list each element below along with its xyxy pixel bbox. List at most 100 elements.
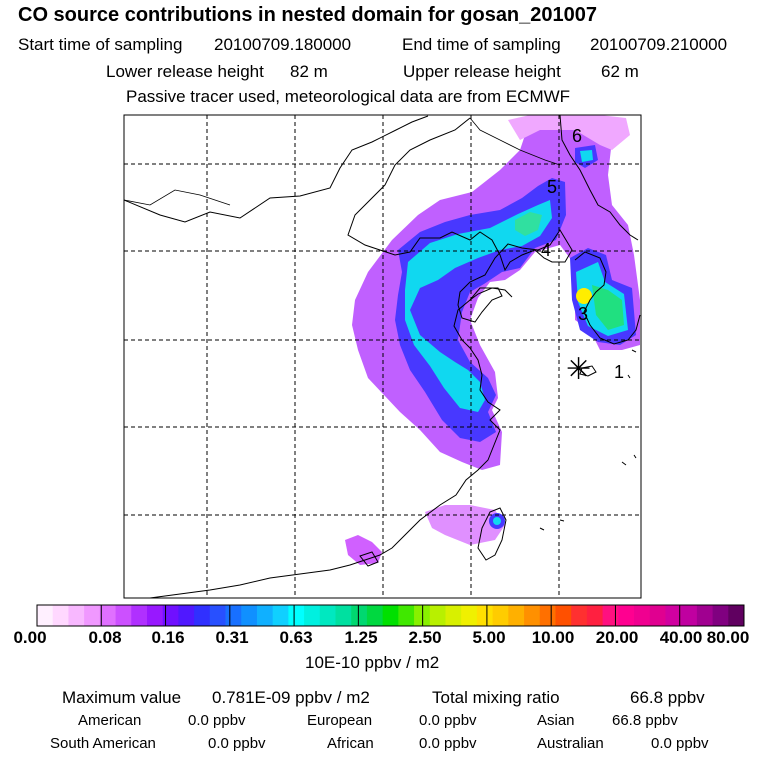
colorbar-tick-label: 0.00 xyxy=(13,628,47,647)
colorbar-tick-label: 5.00 xyxy=(472,628,506,647)
colorbar-tick-label: 0.16 xyxy=(151,628,185,647)
region-name-african: African xyxy=(327,735,374,752)
colorbar-swatch xyxy=(288,605,305,626)
colorbar-swatch xyxy=(272,605,289,626)
colorbar-tick-label: 2.50 xyxy=(408,628,442,647)
colorbar-units: 10E-10 ppbv / m2 xyxy=(305,653,440,672)
colorbar-swatch xyxy=(209,605,226,626)
tracer-note: Passive tracer used, meteorological data… xyxy=(126,87,571,106)
trajectory-marker-6: 6 xyxy=(572,126,582,146)
concentration-field xyxy=(124,115,641,598)
island-jeju xyxy=(579,365,597,377)
plume-taiwan-core xyxy=(493,517,501,525)
colorbar-swatch xyxy=(618,605,635,626)
region-name-american: American xyxy=(78,712,142,729)
colorbar-swatch xyxy=(366,605,384,626)
trajectory-marker-5: 5 xyxy=(547,177,557,197)
region-value-african: 0.0 ppbv xyxy=(419,735,477,752)
colorbar-swatch xyxy=(461,605,478,626)
colorbar-tick-label: 0.31 xyxy=(215,628,249,647)
colorbar-swatch xyxy=(382,605,399,626)
colorbar-swatch xyxy=(524,605,541,626)
region-value-south-american: 0.0 ppbv xyxy=(208,735,266,752)
receptor-star-icon: ✳ xyxy=(566,353,591,386)
colorbar-swatch xyxy=(68,605,85,626)
region-name-australian: Australian xyxy=(537,735,604,752)
colorbar-tick-label: 1.25 xyxy=(344,628,378,647)
colorbar-swatch xyxy=(602,605,619,626)
colorbar-swatch xyxy=(319,605,336,626)
colorbar-swatch xyxy=(351,605,368,626)
colorbar-swatch xyxy=(256,605,274,626)
map-gridlines xyxy=(124,115,641,598)
plume-halo-north xyxy=(508,115,630,150)
plume-north-tower-cyan xyxy=(580,150,593,162)
colorbar-swatch xyxy=(696,605,713,626)
colorbar-swatch xyxy=(84,605,101,626)
colorbar-swatch xyxy=(445,605,462,626)
end-time-value: 20100709.210000 xyxy=(590,35,728,54)
colorbar-swatch xyxy=(398,605,415,626)
colorbar-swatch xyxy=(178,605,195,626)
trajectory-marker-3: 3 xyxy=(578,304,588,324)
border-lines xyxy=(124,117,561,206)
region-value-australian: 0.0 ppbv xyxy=(651,735,709,752)
colorbar-swatch xyxy=(37,605,54,626)
plume-core-green xyxy=(515,212,542,236)
colorbar-swatch xyxy=(492,605,509,626)
region-name-south-american: South American xyxy=(50,735,156,752)
lower-release-value: 82 m xyxy=(290,62,328,81)
colorbar xyxy=(37,605,745,626)
coastline-korea xyxy=(559,115,641,345)
coastline-china xyxy=(124,115,573,598)
upper-release-value: 62 m xyxy=(601,62,639,81)
region-name-asian: Asian xyxy=(537,712,575,729)
island-hainan xyxy=(359,551,379,567)
colorbar-swatch xyxy=(681,605,698,626)
colorbar-swatch xyxy=(52,605,69,626)
colorbar-swatch xyxy=(712,605,729,626)
colorbar-swatch xyxy=(539,605,556,626)
total-mixing-value: 66.8 ppbv xyxy=(630,688,705,707)
map-frame xyxy=(123,114,642,599)
plume-core-cyan xyxy=(405,200,552,412)
colorbar-swatch xyxy=(414,605,431,626)
lower-release-label: Lower release height xyxy=(106,62,264,81)
colorbar-swatch xyxy=(146,605,164,626)
colorbar-swatch xyxy=(586,605,603,626)
colorbar-swatch xyxy=(571,605,588,626)
upper-release-label: Upper release height xyxy=(403,62,561,81)
end-time-label: End time of sampling xyxy=(402,35,561,54)
colorbar-swatch xyxy=(162,605,179,626)
colorbar-swatch xyxy=(476,605,494,626)
colorbar-swatch xyxy=(335,605,352,626)
plume-korea-green xyxy=(592,285,624,330)
trajectory-marker-1: 1 xyxy=(614,362,624,382)
colorbar-swatch xyxy=(115,605,132,626)
colorbar-swatch xyxy=(508,605,525,626)
region-value-european: 0.0 ppbv xyxy=(419,712,477,729)
islands-east xyxy=(539,349,637,531)
max-value-label: Maximum value xyxy=(62,688,182,707)
island-taiwan xyxy=(477,507,507,561)
colorbar-swatch xyxy=(131,605,148,626)
colorbar-swatch xyxy=(429,605,446,626)
region-value-american: 0.0 ppbv xyxy=(188,712,246,729)
colorbar-tick-label: 10.00 xyxy=(531,628,575,647)
start-time-label: Start time of sampling xyxy=(18,35,183,54)
map-title: CO source contributions in nested domain… xyxy=(18,4,598,26)
colorbar-swatch xyxy=(649,605,666,626)
region-value-asian: 66.8 ppbv xyxy=(612,712,678,729)
colorbar-swatch xyxy=(665,605,682,626)
plume-korea-peak xyxy=(576,288,592,304)
colorbar-tick-label: 0.63 xyxy=(279,628,313,647)
colorbar-swatch xyxy=(99,605,116,626)
coastline-shandong xyxy=(469,287,513,301)
colorbar-tick-label: 0.08 xyxy=(88,628,122,647)
max-value: 0.781E-09 ppbv / m2 xyxy=(212,688,370,707)
colorbar-swatch xyxy=(634,605,651,626)
start-time-value: 20100709.180000 xyxy=(214,35,352,54)
colorbar-tick-label: 40.00 xyxy=(659,628,703,647)
region-name-european: European xyxy=(307,712,373,729)
